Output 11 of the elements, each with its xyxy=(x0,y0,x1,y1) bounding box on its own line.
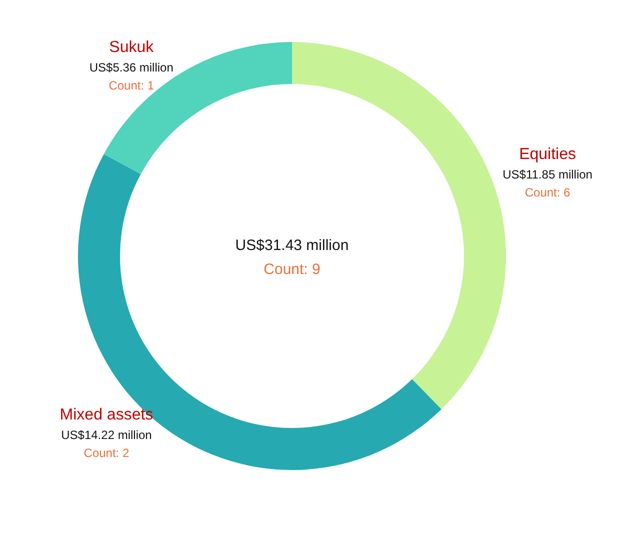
data-label: US$5.36 million xyxy=(89,60,174,74)
slice-label: Equities xyxy=(519,146,576,163)
text: Count: 9 xyxy=(264,261,320,278)
text: Count: 2 xyxy=(84,446,130,460)
text: Count: 1 xyxy=(108,78,154,92)
data-label: US$11.85 million xyxy=(502,167,592,182)
slice-label: Mixed assets xyxy=(60,406,154,424)
slice-label: Sukuk xyxy=(109,38,155,56)
data-label: US$14.22 million xyxy=(61,428,152,442)
text: Count: 6 xyxy=(524,185,570,200)
text: US$31.43 million xyxy=(235,237,349,254)
